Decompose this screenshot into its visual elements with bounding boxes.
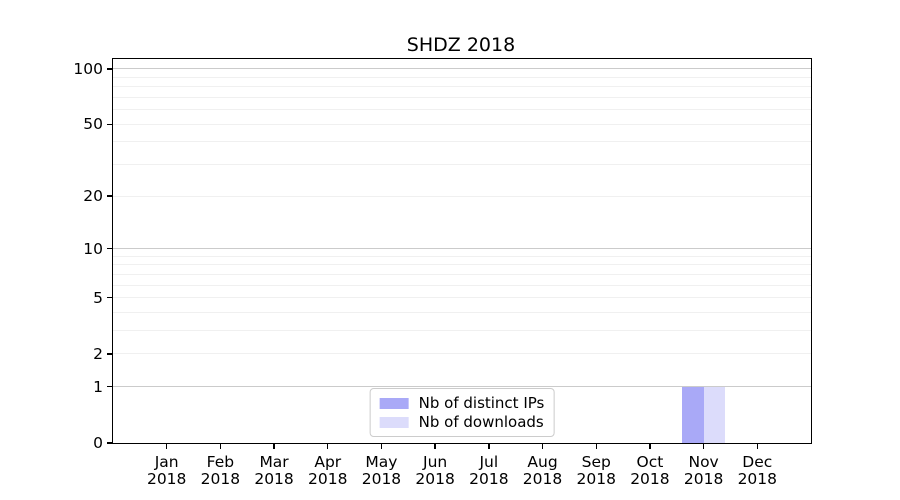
x-tick-label: Apr 2018 [308, 453, 348, 488]
y-tick [107, 68, 113, 70]
x-tick [702, 443, 705, 449]
y-tick [107, 123, 113, 125]
y-tick-label: 0 [93, 434, 103, 452]
legend-item: Nb of downloads [379, 412, 545, 431]
gridline-minor [113, 284, 811, 286]
x-tick [434, 443, 436, 449]
x-tick [756, 443, 758, 449]
x-tick-label: May 2018 [361, 453, 402, 488]
x-tick-label: Sep 2018 [576, 453, 616, 488]
y-tick-label: 100 [73, 59, 103, 78]
gridline-minor [113, 76, 811, 78]
gridline-minor [113, 164, 811, 166]
plot-area: 0 1 2 5 10 20 50 100 Jan 2018 Feb 2018 Mar 2018 Apr 20… [73, 58, 812, 488]
y-tick-label: 1 [93, 377, 103, 396]
x-tick-label: Dec 2018 [737, 453, 778, 488]
y-tick [107, 247, 113, 250]
legend-label: Nb of downloads [418, 412, 544, 431]
gridline-minor [113, 141, 811, 143]
x-tick-label: Mar 2018 [254, 453, 294, 488]
legend-swatch-distinct-ips [379, 397, 409, 409]
x-tick-label: Nov 2018 [683, 453, 724, 488]
gridline-minor [113, 96, 811, 98]
gridline-minor [113, 264, 811, 266]
chart-title: SHDZ 2018 [406, 34, 516, 56]
y-tick-label: 10 [83, 239, 103, 258]
x-tick [541, 443, 544, 449]
x-tick [595, 443, 597, 449]
x-tick-label: Feb 2018 [200, 453, 241, 488]
gridline-major [113, 386, 811, 388]
y-tick-label: 50 [83, 115, 103, 134]
x-tick [488, 443, 490, 449]
gridline-minor [113, 273, 811, 275]
gridline-minor [113, 109, 811, 111]
legend-item: Nb of distinct IPs [379, 393, 545, 412]
x-tick-label: Jan 2018 [146, 453, 187, 488]
x-tick-label: Oct 2018 [630, 453, 670, 488]
x-tick-label: Jun 2018 [415, 453, 455, 488]
y-tick [107, 442, 113, 444]
legend: Nb of distinct IPs Nb of downloads [369, 388, 555, 437]
x-tick [219, 443, 222, 449]
gridline-minor [113, 312, 811, 313]
gridline-major [113, 68, 811, 70]
x-tick [165, 443, 168, 449]
bar-downloads [703, 386, 726, 443]
gridline-minor [113, 353, 811, 355]
x-tick [380, 443, 383, 449]
x-tick [273, 443, 275, 449]
y-tick-label: 5 [93, 288, 103, 307]
gridline-minor [113, 330, 811, 332]
x-tick [649, 443, 651, 449]
legend-swatch-downloads [379, 416, 409, 428]
y-tick [107, 297, 113, 299]
gridline-minor [113, 86, 811, 88]
x-tick-label: Jul 2018 [469, 453, 509, 488]
gridline-major [113, 248, 811, 250]
y-tick [107, 386, 113, 388]
gridline-minor [113, 123, 811, 125]
y-tick [107, 195, 113, 197]
x-tick-label: Aug 2018 [522, 453, 563, 488]
gridline-minor [113, 195, 811, 197]
y-tick-label: 20 [83, 187, 103, 206]
gridline-minor [113, 255, 811, 257]
x-tick [327, 443, 329, 449]
legend-label: Nb of distinct IPs [418, 393, 545, 412]
bar-distinct-ips [682, 386, 704, 443]
y-tick [107, 353, 113, 355]
gridline-minor [113, 297, 811, 299]
y-tick-label: 2 [93, 344, 103, 363]
